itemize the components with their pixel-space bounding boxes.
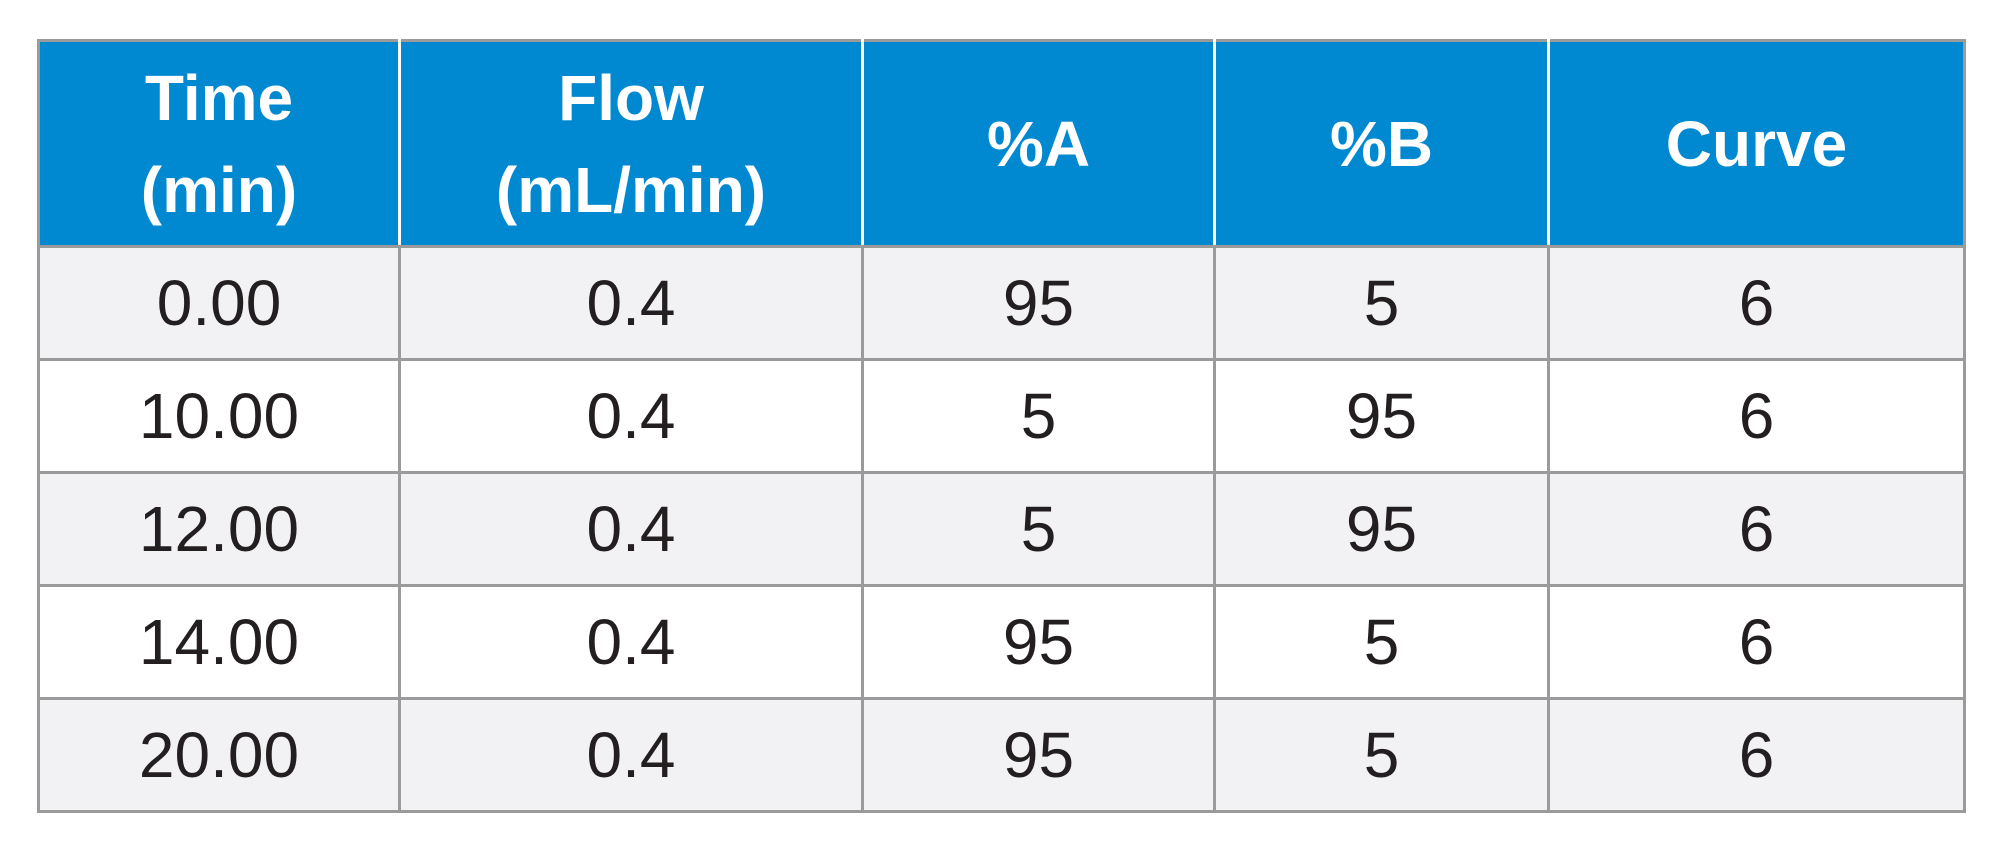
table-body: 0.00 0.4 95 5 6 10.00 0.4 5 95 6 12.00 0… <box>37 245 1966 813</box>
cell-percent-b: 95 <box>1213 358 1550 474</box>
cell-time: 12.00 <box>37 471 401 587</box>
header-time-line1: Time <box>144 61 294 134</box>
table-row: 20.00 0.4 95 5 6 <box>37 697 1966 813</box>
cell-time: 14.00 <box>37 584 401 700</box>
table-header: Time (min) Flow (mL/min) %A %B Curve <box>37 39 1966 248</box>
cell-flow: 0.4 <box>398 358 864 474</box>
cell-flow: 0.4 <box>398 471 864 587</box>
gradient-table: Time (min) Flow (mL/min) %A %B Curve 0.0… <box>37 39 1966 813</box>
header-row: Time (min) Flow (mL/min) %A %B Curve <box>37 39 1966 248</box>
cell-percent-a: 95 <box>861 584 1216 700</box>
cell-curve: 6 <box>1547 245 1966 361</box>
cell-time: 20.00 <box>37 697 401 813</box>
header-percent-b: %B <box>1213 39 1550 248</box>
table-row: 10.00 0.4 5 95 6 <box>37 358 1966 474</box>
header-time-line2: (min) <box>140 153 298 226</box>
header-percent-a-label: %A <box>986 107 1091 180</box>
table-row: 12.00 0.4 5 95 6 <box>37 471 1966 587</box>
cell-curve: 6 <box>1547 584 1966 700</box>
header-flow-line1: Flow <box>558 61 704 134</box>
header-flow-line2: (mL/min) <box>495 153 767 226</box>
cell-curve: 6 <box>1547 697 1966 813</box>
cell-percent-b: 95 <box>1213 471 1550 587</box>
cell-curve: 6 <box>1547 358 1966 474</box>
cell-percent-a: 5 <box>861 358 1216 474</box>
header-flow: Flow (mL/min) <box>398 39 864 248</box>
header-percent-a: %A <box>861 39 1216 248</box>
header-percent-b-label: %B <box>1329 107 1434 180</box>
table-row: 0.00 0.4 95 5 6 <box>37 245 1966 361</box>
cell-percent-b: 5 <box>1213 697 1550 813</box>
header-curve: Curve <box>1547 39 1966 248</box>
cell-percent-a: 5 <box>861 471 1216 587</box>
header-time: Time (min) <box>37 39 401 248</box>
cell-flow: 0.4 <box>398 697 864 813</box>
cell-percent-b: 5 <box>1213 584 1550 700</box>
cell-percent-b: 5 <box>1213 245 1550 361</box>
cell-percent-a: 95 <box>861 245 1216 361</box>
table-row: 14.00 0.4 95 5 6 <box>37 584 1966 700</box>
header-curve-label: Curve <box>1665 107 1848 180</box>
cell-percent-a: 95 <box>861 697 1216 813</box>
cell-flow: 0.4 <box>398 245 864 361</box>
cell-flow: 0.4 <box>398 584 864 700</box>
cell-curve: 6 <box>1547 471 1966 587</box>
cell-time: 10.00 <box>37 358 401 474</box>
cell-time: 0.00 <box>37 245 401 361</box>
